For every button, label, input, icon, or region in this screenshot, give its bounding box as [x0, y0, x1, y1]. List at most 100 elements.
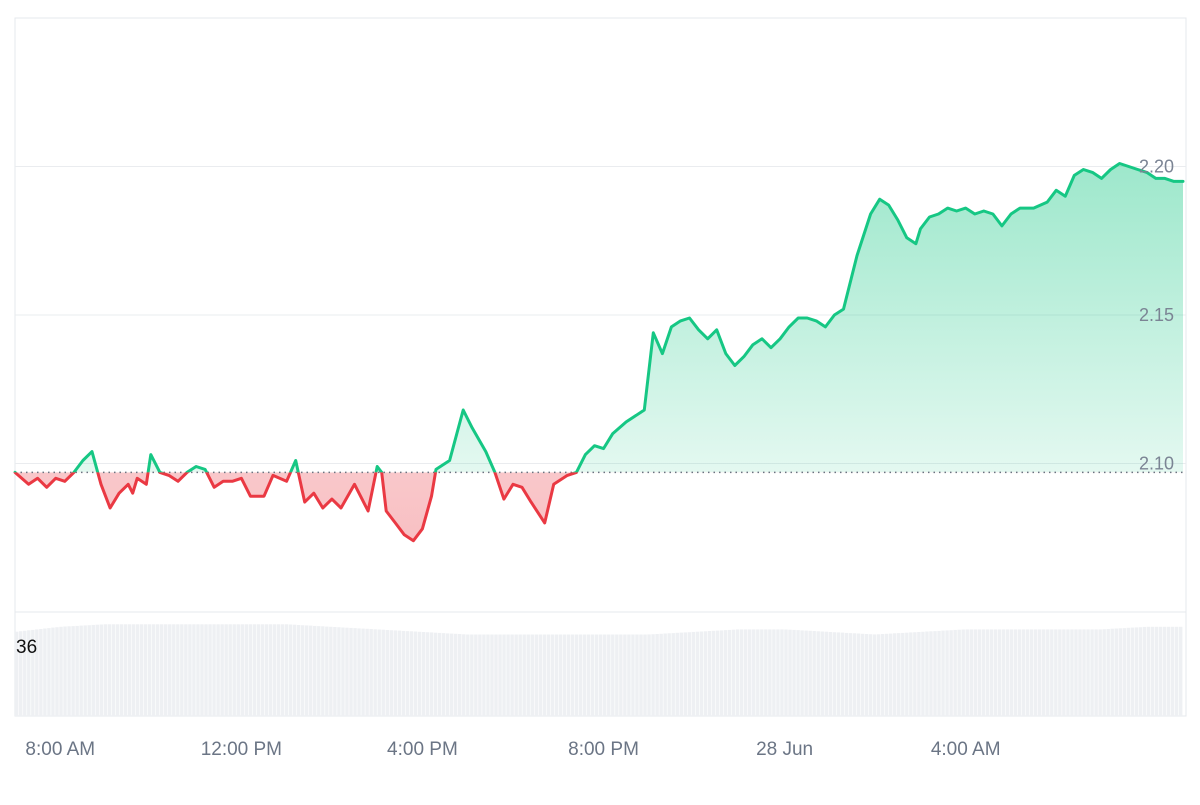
volume-bar	[703, 631, 708, 716]
y-axis-ticks: 2.20 2.15 2.10	[1139, 157, 1174, 474]
volume-bar	[562, 634, 567, 716]
volume-bar	[973, 629, 977, 716]
volume-bar	[47, 628, 51, 716]
volume-bar	[546, 634, 551, 716]
volume-bar	[1058, 629, 1062, 716]
volume-bar	[1001, 629, 1006, 716]
volume-bar	[1158, 626, 1163, 716]
volume-bar	[1050, 629, 1054, 716]
volume-bar	[840, 632, 845, 716]
volume-bar	[147, 624, 152, 716]
volume-bar	[429, 632, 434, 716]
volume-bar	[599, 634, 603, 716]
volume-bar	[510, 634, 514, 716]
volume-bar	[739, 629, 744, 716]
volume-bar	[449, 633, 454, 716]
volume-bar	[288, 624, 293, 716]
volume-bar	[784, 629, 788, 716]
volume-bar	[812, 631, 816, 716]
volume-bar	[856, 633, 861, 716]
x-axis-ticks: 8:00 AM 12:00 PM 4:00 PM 8:00 PM 28 Jun 4:00 …	[25, 739, 1000, 760]
volume-bar	[635, 634, 639, 716]
volume-bar	[280, 624, 285, 716]
volume-bar	[184, 624, 188, 716]
volume-bar	[19, 631, 23, 716]
volume-bar	[216, 624, 220, 716]
volume-bar	[719, 630, 724, 716]
volume-bar	[240, 624, 244, 716]
volume-bar	[115, 624, 120, 716]
volume-bar	[292, 624, 297, 716]
volume-bar	[1174, 626, 1179, 716]
volume-bar	[353, 628, 357, 716]
volume-bar	[1017, 629, 1022, 716]
volume-bar	[131, 624, 136, 716]
volume-bar	[15, 631, 19, 716]
volume-bar	[43, 628, 47, 716]
volume-bar	[615, 634, 619, 716]
y-tick-label: 2.15	[1139, 305, 1174, 325]
volume-bar	[373, 629, 377, 716]
volume-bar	[284, 624, 289, 716]
volume-bar	[925, 631, 929, 716]
volume-bar	[550, 634, 555, 716]
volume-bar	[659, 633, 663, 716]
volume-bar	[425, 632, 430, 716]
volume-bar	[748, 629, 752, 716]
volume-bar	[1178, 626, 1183, 716]
volume-bar	[494, 634, 498, 716]
volume-bar	[389, 630, 393, 716]
volume-bar	[405, 631, 410, 716]
volume-bar	[844, 632, 849, 716]
volume-bar	[369, 629, 373, 716]
volume-bar	[1106, 629, 1110, 716]
volume-bar	[413, 631, 418, 716]
volume-bar	[1033, 629, 1038, 716]
volume-bar	[913, 632, 917, 716]
y-tick-label: 2.10	[1139, 454, 1174, 474]
volume-bar	[1090, 629, 1094, 716]
volume-bar	[852, 633, 857, 716]
volume-bar	[985, 629, 990, 716]
volume-bar	[490, 634, 494, 716]
price-line-up[interactable]	[13, 162, 1185, 541]
volume-bar	[39, 629, 43, 716]
volume-bar	[325, 626, 329, 716]
volume-bar	[474, 634, 478, 716]
volume-bar	[256, 624, 261, 716]
volume-bar	[768, 629, 772, 716]
volume-bar	[349, 627, 353, 716]
volume-bar	[248, 624, 253, 716]
volume-bar	[687, 632, 692, 716]
x-tick-label: 4:00 PM	[387, 739, 458, 760]
volume-bar	[208, 624, 212, 716]
volume-bar	[51, 627, 55, 716]
volume-bar	[445, 633, 450, 716]
volume-bar	[59, 626, 63, 716]
volume-bar	[1062, 629, 1066, 716]
volume-bar	[180, 624, 184, 716]
volume-bar	[655, 634, 659, 716]
volume-bar	[735, 629, 740, 716]
volume-bar	[623, 634, 627, 716]
volume-bar	[71, 626, 75, 716]
volume-bar	[868, 634, 873, 716]
volume-bar	[667, 633, 671, 716]
volume-bar	[1162, 626, 1167, 716]
volume-bar	[296, 625, 301, 716]
volume-bar	[1166, 626, 1171, 716]
volume-bar	[313, 625, 317, 716]
volume-bar	[123, 624, 128, 716]
volume-bar	[675, 632, 679, 716]
volume-bar	[377, 629, 381, 716]
volume-bar	[1122, 628, 1127, 716]
volume-bar	[848, 633, 853, 716]
volume-bar	[337, 627, 341, 716]
volume-bar	[1021, 629, 1026, 716]
volume-label: 36	[16, 637, 37, 658]
volume-bar	[1146, 626, 1151, 716]
volume-bar	[586, 634, 591, 716]
x-tick-label: 8:00 PM	[568, 739, 639, 760]
